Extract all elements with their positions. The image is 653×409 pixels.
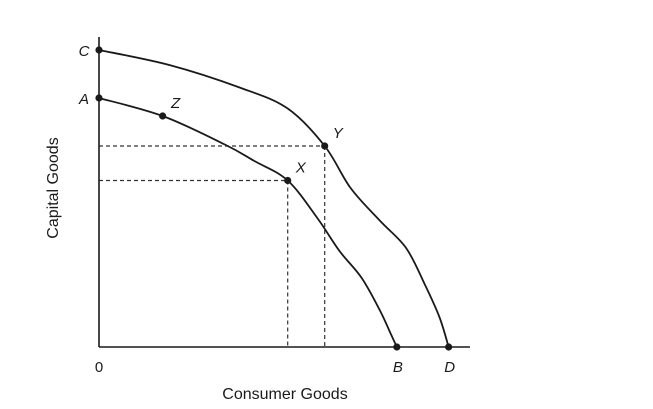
guide-lines [99, 145, 326, 347]
outer-ppf-curve [98, 49, 450, 348]
y-axis-title: Capital Goods [45, 137, 62, 238]
axes [98, 37, 470, 348]
points [95, 46, 453, 351]
curves [98, 49, 450, 348]
point-b [393, 343, 401, 351]
point-label-z: Z [170, 95, 181, 112]
point-a [95, 94, 103, 102]
point-labels: C A Z X Y B D [78, 43, 455, 376]
point-x [284, 176, 292, 185]
point-label-d: D [444, 359, 455, 376]
x-axis-title: Consumer Goods [222, 386, 347, 403]
origin-label: 0 [95, 359, 103, 376]
point-label-c: C [79, 43, 90, 60]
point-label-y: Y [333, 125, 344, 142]
point-label-x: X [295, 160, 307, 177]
point-label-a: A [78, 91, 89, 108]
point-label-b: B [393, 359, 403, 376]
inner-ppf-curve [98, 97, 398, 348]
point-z [159, 112, 167, 120]
point-d [445, 343, 453, 351]
point-c [95, 46, 103, 54]
point-y [321, 142, 329, 150]
